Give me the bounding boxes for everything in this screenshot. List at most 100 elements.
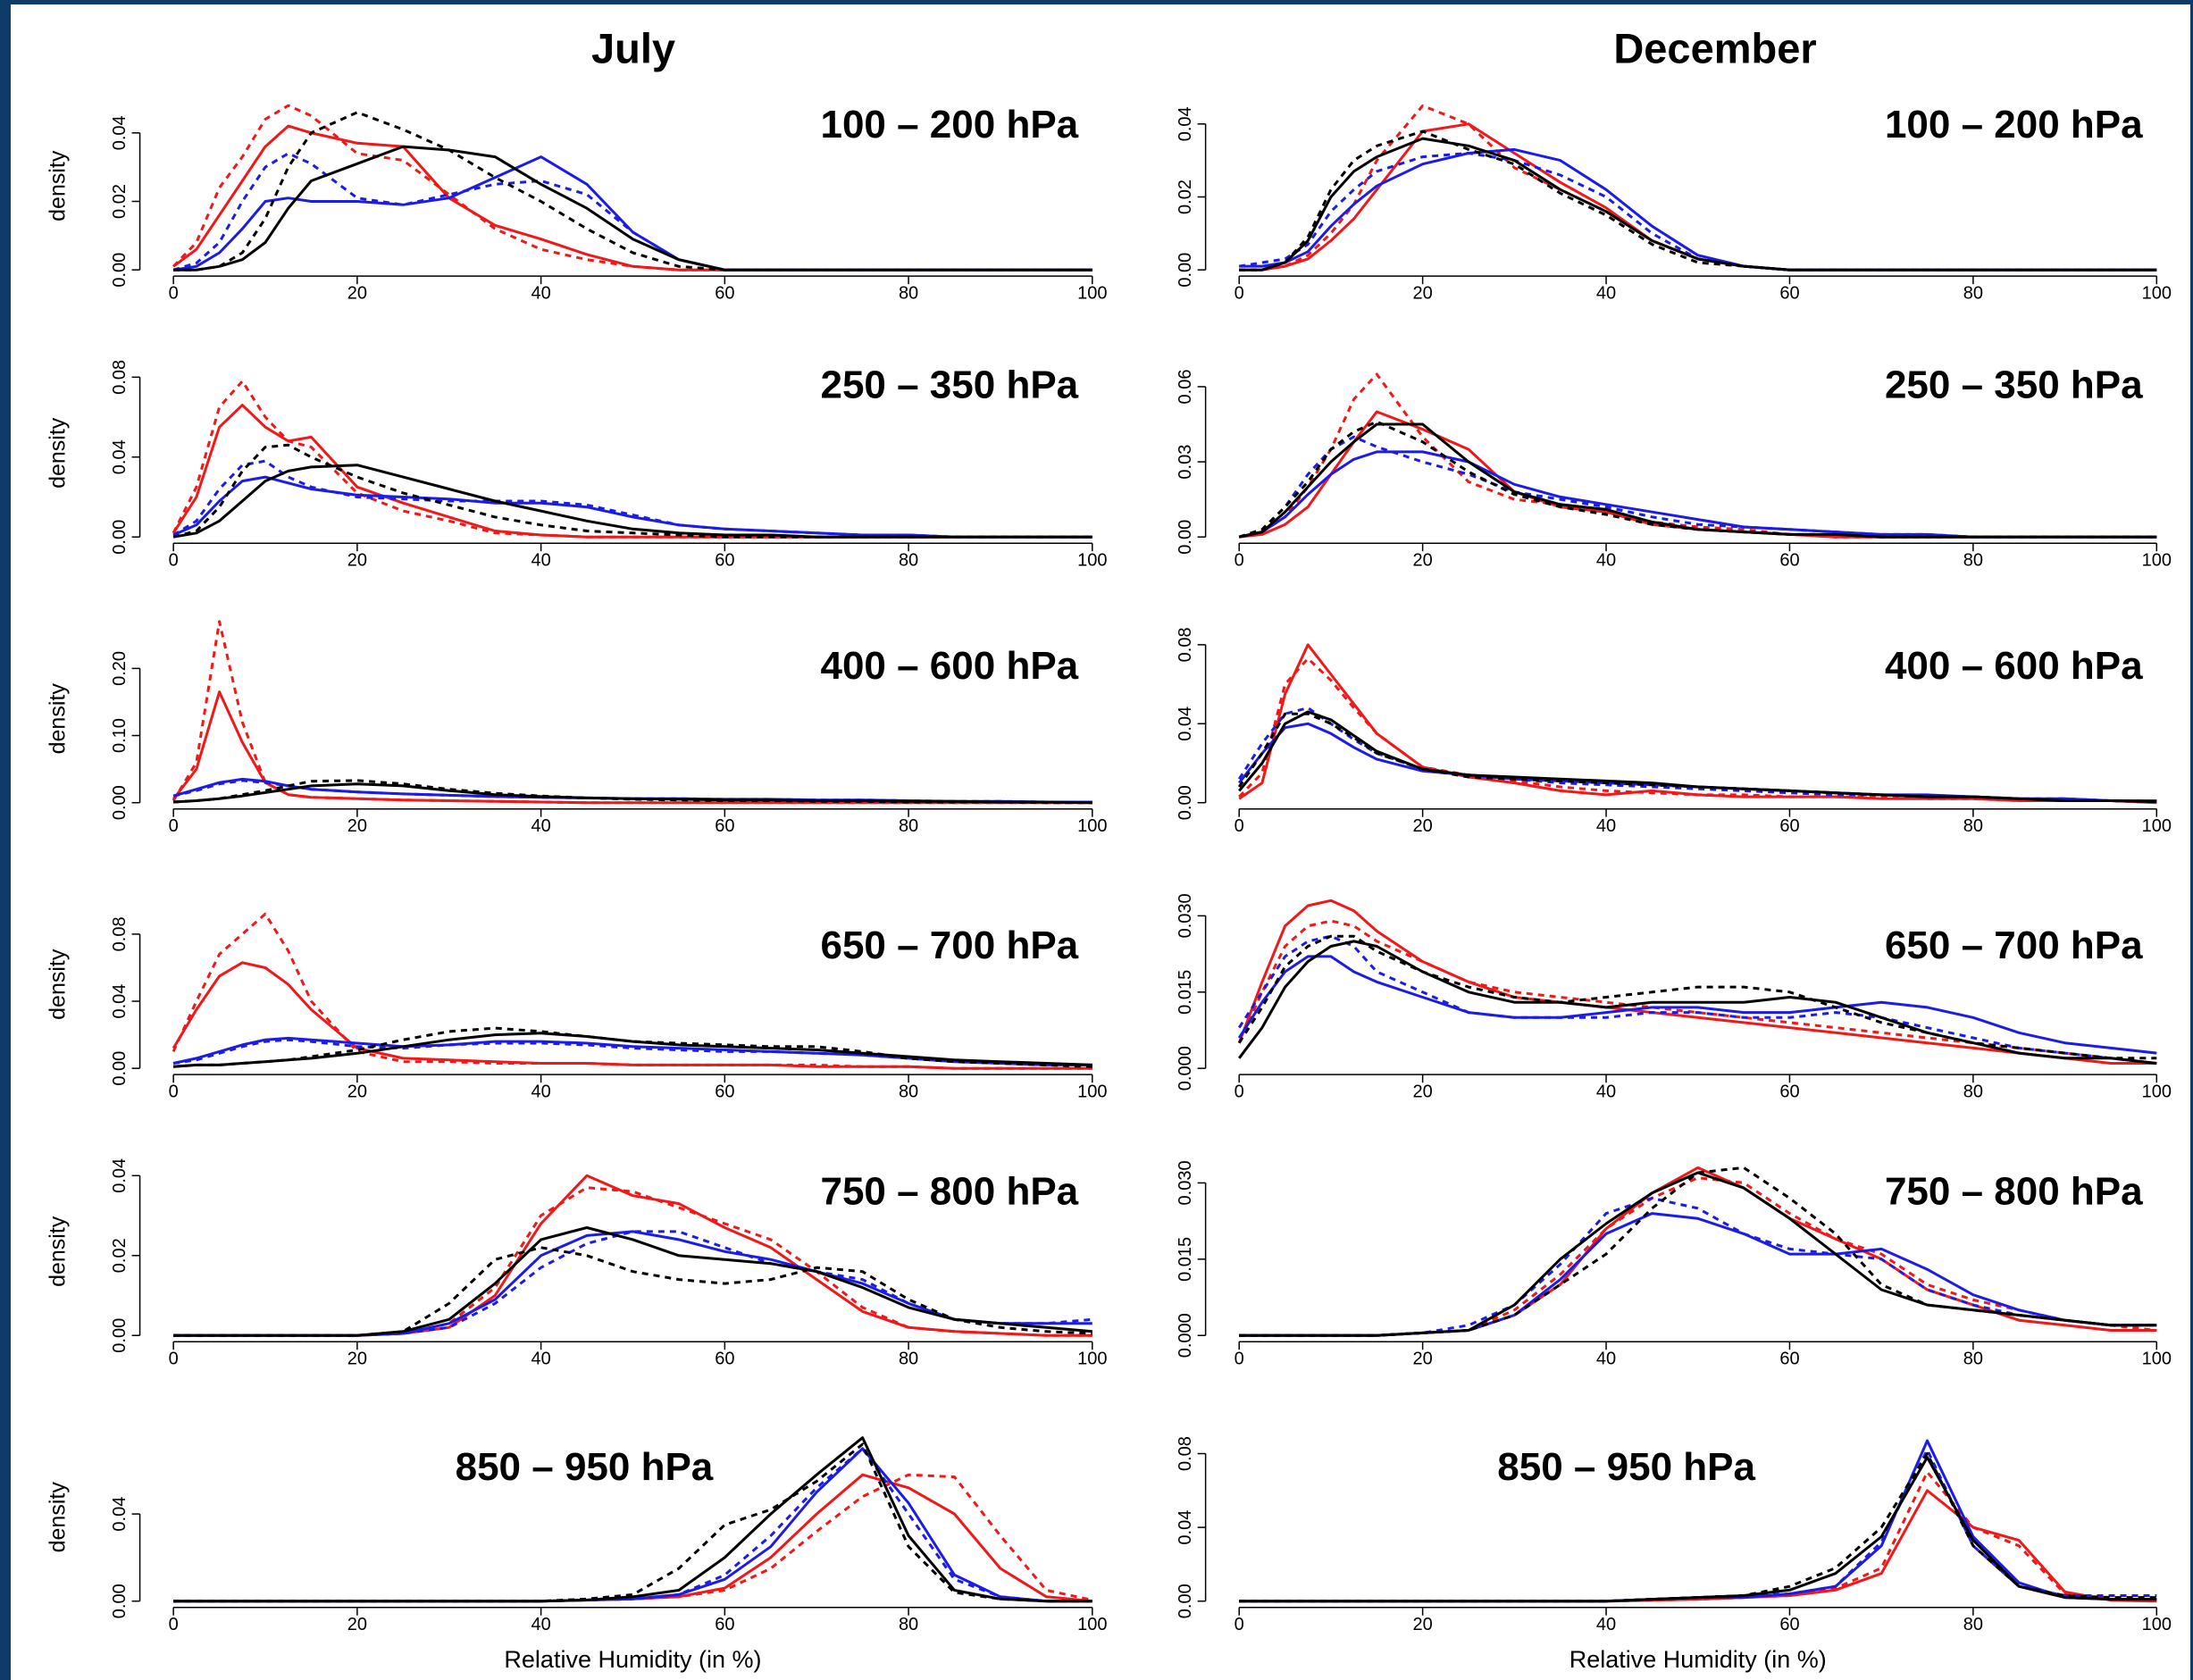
y-tick-label: 0.10: [110, 718, 130, 753]
x-tick-label: 80: [899, 816, 918, 836]
x-tick-label: 80: [899, 1350, 918, 1369]
y-tick-label: 0.04: [110, 984, 130, 1019]
panel-title: 650 – 700 hPa: [820, 924, 1078, 967]
x-tick-label: 60: [1779, 551, 1799, 571]
x-tick-label: 40: [1596, 283, 1616, 303]
y-tick-label: 0.08: [110, 360, 130, 395]
density-line: [1239, 1197, 2157, 1337]
x-tick-label: 40: [1596, 551, 1616, 571]
y-tick-label: 0.00: [110, 785, 130, 820]
y-axis-label: density: [45, 683, 70, 755]
x-tick-label: 100: [1077, 1082, 1107, 1101]
x-tick-label: 100: [1077, 551, 1107, 571]
x-tick-label: 100: [2142, 551, 2172, 571]
y-axis-label: density: [45, 1482, 70, 1553]
y-tick-label: 0.02: [110, 1238, 130, 1273]
y-tick-label: 0.00: [110, 1051, 130, 1086]
density-line: [172, 1032, 1092, 1068]
x-tick-label: 20: [1412, 1350, 1432, 1369]
density-line: [172, 912, 1092, 1070]
y-tick-label: 0.00: [110, 1584, 130, 1618]
x-tick-label: 20: [1412, 816, 1432, 836]
x-tick-label: 0: [169, 551, 179, 571]
density-line: [1238, 420, 2157, 539]
x-tick-label: 100: [1077, 283, 1107, 303]
y-tick-label: 0.08: [1176, 1436, 1195, 1471]
x-tick-label: 20: [347, 1615, 367, 1634]
y-tick-label: 0.08: [1176, 627, 1195, 662]
x-tick-label: 60: [715, 816, 734, 836]
x-tick-label: 100: [2142, 283, 2172, 303]
x-tick-label: 80: [899, 1615, 918, 1634]
density-line: [1238, 152, 2157, 272]
y-axis-label: density: [45, 949, 70, 1020]
density-line: [173, 779, 1092, 805]
y-tick-label: 0.20: [110, 651, 130, 686]
x-tick-label: 20: [1412, 551, 1432, 571]
y-tick-label: 0.04: [110, 115, 130, 150]
x-tick-label: 40: [531, 1082, 550, 1101]
y-tick-label: 0.04: [110, 1158, 130, 1193]
panel-title: 850 – 950 hPa: [456, 1445, 714, 1489]
y-tick-label: 0.000: [1176, 1046, 1195, 1091]
density-line: [1239, 1452, 2157, 1603]
x-tick-label: 0: [169, 283, 179, 303]
x-tick-label: 80: [1963, 551, 1983, 571]
x-tick-label: 40: [1596, 816, 1616, 836]
y-axis-label: density: [45, 417, 70, 489]
y-tick-label: 0.04: [1176, 706, 1195, 741]
density-line: [173, 145, 1092, 272]
density-line: [172, 475, 1092, 539]
column-title: December: [1613, 24, 1816, 71]
density-line: [1237, 955, 2157, 1055]
density-line: [173, 1226, 1092, 1337]
x-tick-label: 20: [1412, 1082, 1432, 1101]
x-tick-label: 60: [1779, 1350, 1799, 1369]
x-tick-label: 40: [531, 283, 550, 303]
x-tick-label: 20: [347, 1082, 367, 1101]
x-tick-label: 40: [1596, 1350, 1616, 1369]
x-tick-label: 80: [899, 283, 918, 303]
x-tick-label: 100: [1077, 1350, 1107, 1369]
density-line: [1239, 1176, 2157, 1337]
x-axis-label: Relative Humidity (in %): [504, 1646, 761, 1673]
density-line: [1238, 656, 2157, 805]
y-tick-label: 0.04: [110, 439, 130, 474]
panel-title: 250 – 350 hPa: [820, 363, 1078, 406]
x-tick-label: 20: [347, 1350, 367, 1369]
density-line: [1238, 422, 2157, 539]
panel-title: 250 – 350 hPa: [1885, 363, 2143, 406]
x-tick-label: 0: [1235, 816, 1244, 836]
x-tick-label: 40: [1596, 1615, 1616, 1634]
y-tick-label: 0.00: [1176, 785, 1195, 820]
y-tick-label: 0.00: [1176, 253, 1195, 288]
x-tick-label: 20: [1412, 283, 1432, 303]
x-tick-label: 100: [1077, 816, 1107, 836]
x-tick-label: 60: [715, 551, 734, 571]
y-tick-label: 0.030: [1176, 893, 1195, 938]
x-tick-label: 100: [1077, 1615, 1107, 1634]
x-tick-label: 0: [1235, 1615, 1244, 1634]
x-tick-label: 0: [1235, 1350, 1244, 1369]
density-line: [173, 1436, 1092, 1603]
x-tick-label: 80: [1963, 283, 1983, 303]
x-tick-label: 100: [2142, 1082, 2172, 1101]
x-tick-label: 0: [1235, 551, 1244, 571]
panel-title: 750 – 800 hPa: [1885, 1170, 2143, 1214]
y-tick-label: 0.015: [1176, 1237, 1195, 1282]
x-axis-label: Relative Humidity (in %): [1569, 1646, 1827, 1673]
panel-title: 400 – 600 hPa: [820, 644, 1078, 688]
y-tick-label: 0.00: [110, 1318, 130, 1353]
panel-title: 100 – 200 hPa: [1885, 103, 2143, 146]
x-tick-label: 0: [169, 1350, 179, 1369]
density-line: [173, 111, 1092, 272]
x-tick-label: 60: [715, 1615, 734, 1634]
y-tick-label: 0.015: [1176, 970, 1195, 1015]
y-axis-label: density: [45, 150, 70, 221]
x-tick-label: 20: [1412, 1615, 1432, 1634]
x-tick-label: 80: [899, 551, 918, 571]
x-tick-label: 100: [2142, 1350, 2172, 1369]
x-tick-label: 0: [169, 816, 179, 836]
